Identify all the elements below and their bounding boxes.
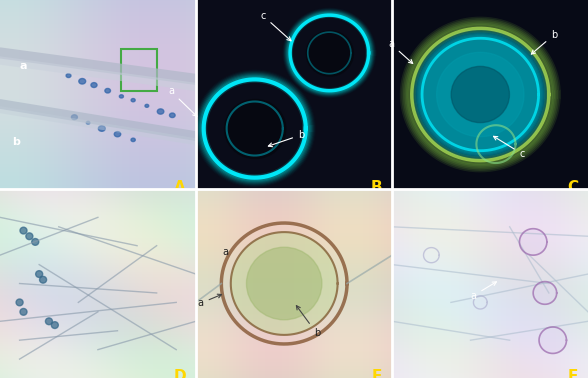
Circle shape [437, 52, 524, 137]
Ellipse shape [114, 132, 121, 137]
Ellipse shape [131, 99, 135, 102]
Circle shape [420, 36, 541, 153]
Ellipse shape [157, 109, 164, 114]
Text: a: a [168, 87, 197, 116]
Text: c: c [260, 11, 291, 41]
Circle shape [39, 276, 46, 283]
Bar [121, 49, 156, 91]
Text: a: a [388, 39, 413, 64]
Circle shape [20, 227, 27, 234]
Text: D: D [173, 369, 186, 378]
Circle shape [246, 247, 322, 320]
Text: a: a [222, 247, 228, 257]
Circle shape [16, 299, 23, 306]
Text: a: a [470, 282, 496, 301]
Circle shape [412, 29, 549, 160]
Text: a: a [20, 61, 27, 71]
Circle shape [20, 308, 27, 315]
Text: b: b [12, 137, 19, 147]
Ellipse shape [86, 121, 90, 124]
Polygon shape [539, 327, 566, 353]
Text: C: C [567, 180, 578, 195]
Circle shape [415, 31, 546, 158]
Ellipse shape [79, 79, 86, 84]
Ellipse shape [131, 138, 135, 142]
Ellipse shape [98, 126, 105, 131]
Circle shape [419, 35, 542, 154]
Text: E: E [372, 369, 382, 378]
Circle shape [416, 32, 545, 157]
Circle shape [421, 37, 540, 152]
Circle shape [417, 33, 544, 156]
Circle shape [26, 233, 33, 240]
Circle shape [417, 34, 543, 155]
Ellipse shape [169, 113, 175, 118]
Polygon shape [533, 282, 557, 304]
Text: B: B [371, 180, 382, 195]
Circle shape [413, 30, 547, 159]
Circle shape [45, 318, 52, 325]
Circle shape [230, 232, 338, 335]
Ellipse shape [91, 83, 97, 87]
Ellipse shape [105, 88, 111, 93]
Circle shape [451, 67, 509, 122]
Text: b: b [532, 30, 557, 54]
Text: b: b [296, 306, 320, 338]
Text: A: A [174, 180, 186, 195]
Circle shape [422, 38, 539, 151]
Polygon shape [519, 229, 547, 255]
Ellipse shape [71, 115, 78, 119]
Ellipse shape [119, 95, 123, 98]
Ellipse shape [145, 104, 149, 107]
Text: F: F [568, 369, 578, 378]
Text: a: a [198, 294, 222, 308]
Ellipse shape [66, 74, 71, 77]
Text: c: c [493, 136, 525, 159]
Circle shape [32, 239, 39, 245]
Text: b: b [268, 130, 304, 147]
Circle shape [36, 271, 43, 277]
Circle shape [51, 322, 58, 328]
